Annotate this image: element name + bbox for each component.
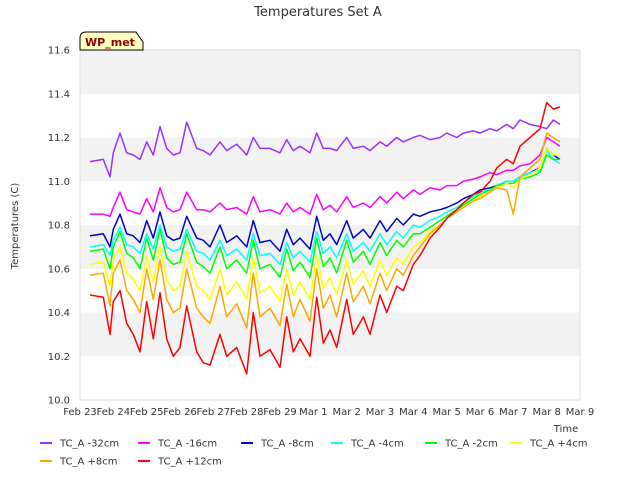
series-line	[89, 147, 560, 303]
chart-title: Temperatures Set A	[253, 5, 382, 20]
x-tick-label: Mar 4	[399, 407, 427, 418]
x-tick-label: Mar 5	[432, 407, 460, 418]
legend-label: TC_A -4cm	[350, 439, 404, 450]
series-line	[89, 119, 561, 178]
y-tick-label: 11.2	[48, 133, 70, 144]
x-tick-label: Feb 23	[63, 407, 97, 418]
series-line	[90, 136, 561, 218]
y-axis-label: Temperatures (C)	[10, 183, 21, 271]
x-tick-label: Mar 1	[299, 407, 327, 418]
x-tick-label: Feb 29	[263, 407, 297, 418]
legend-label: TC_A +8cm	[59, 457, 118, 468]
y-tick-label: 10.2	[48, 352, 70, 363]
y-tick-label: 11.6	[48, 46, 70, 57]
series-line	[89, 147, 561, 253]
series-line	[89, 154, 560, 279]
badge-label: WP_met	[85, 36, 135, 49]
x-tick-label: Feb 25	[130, 407, 164, 418]
legend-label: TC_A -16cm	[157, 439, 217, 450]
x-tick-label: Mar 3	[366, 407, 394, 418]
x-axis-label: Time	[553, 424, 578, 435]
legend-label: TC_A +12cm	[157, 457, 222, 468]
y-tick-label: 10.8	[48, 221, 70, 232]
series-line	[89, 101, 561, 375]
x-tick-label: Mar 9	[566, 407, 594, 418]
x-tick-label: Feb 24	[97, 407, 131, 418]
x-tick-label: Mar 6	[466, 407, 494, 418]
x-tick-label: Mar 2	[332, 407, 360, 418]
grid-band	[80, 93, 580, 138]
legend-label: TC_A -32cm	[59, 439, 119, 450]
series-line	[89, 132, 561, 329]
legend: TC_A -32cm TC_A -16cm TC_A -8cm TC_A -4cm TC…	[40, 439, 588, 468]
x-tick-label: Feb 26	[163, 407, 197, 418]
wp-met-badge: WP_met	[79, 31, 144, 51]
y-tick-label: 10.6	[48, 264, 70, 275]
grid-band	[80, 50, 580, 94]
x-tick-label: Mar 7	[499, 407, 527, 418]
grid-band	[80, 356, 580, 400]
y-tick-label: 10.0	[48, 396, 70, 407]
y-tick-label: 11.4	[48, 89, 70, 100]
x-tick-label: Mar 8	[532, 407, 560, 418]
grid-band	[80, 312, 580, 357]
legend-label: TC_A +4cm	[529, 439, 588, 450]
legend-label: TC_A -2cm	[444, 439, 498, 450]
y-tick-label: 10.4	[48, 308, 70, 319]
y-tick-label: 11.0	[48, 177, 70, 188]
legend-label: TC_A -8cm	[260, 439, 314, 450]
x-tick-label: Feb 28	[230, 407, 264, 418]
grid-band	[80, 137, 580, 182]
x-tick-label: Feb 27	[197, 407, 231, 418]
plot-frame	[79, 49, 581, 401]
